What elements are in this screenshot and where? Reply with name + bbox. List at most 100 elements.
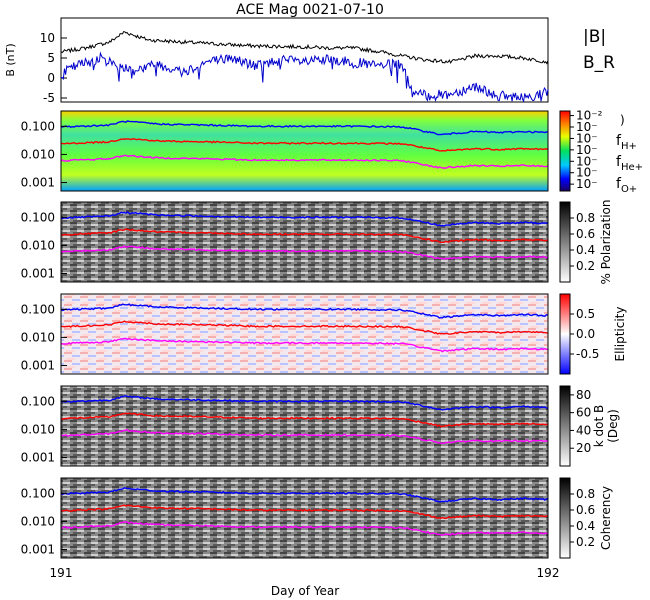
polarization-heatmap: [61, 202, 548, 282]
colorbar-tick-label: 0.6: [576, 503, 595, 517]
mag-y-tick-label: 0: [47, 71, 55, 85]
coherency-y-ticks: 0.100 0.010 0.001: [21, 486, 67, 557]
x-axis-label: Day of Year: [271, 584, 339, 598]
coherency-panel: 0.100 0.010 0.001 0.8 0.6 0.4 0.2 Coherency: [21, 477, 613, 559]
gyro-line-fHe: [60, 138, 548, 152]
freq-y-tick-label: 0.001: [21, 543, 55, 557]
legend-fHe: fHe+: [616, 154, 643, 173]
mag-field-panel: 10 5 0 -5 B (nT) |B| B_R: [4, 17, 615, 105]
colorbar-tick-label: 0.5: [576, 307, 595, 321]
power-heatmap: [61, 111, 548, 191]
kdotb-colorbar: [559, 385, 571, 467]
colorbar-tick-label: 10⁻: [576, 154, 598, 168]
freq-y-tick-label: 0.010: [21, 147, 55, 161]
mag-y-tick-label: -5: [43, 91, 55, 105]
colorbar-tick-label: 10⁻²: [576, 109, 603, 123]
gyro-line-fH: [60, 120, 548, 136]
colorbar-tick-label: 40: [576, 423, 591, 437]
freq-y-tick-label: 0.001: [21, 267, 55, 281]
ellipticity-heatmap: [61, 294, 548, 374]
freq-y-tick-label: 0.100: [21, 486, 55, 500]
kdotb-panel: 0.100 0.010 0.001 80 60 40 20 k dot B (Deg): [21, 385, 620, 467]
gyro-line-fH: [60, 487, 549, 503]
kdotb-lines: [60, 395, 549, 445]
kdotb-y-ticks: 0.100 0.010 0.001: [21, 394, 67, 465]
power-colorbar-label: ): [620, 113, 625, 127]
kdotb-colorbar-label-1: k dot B: [592, 405, 606, 447]
coherency-colorbar: [559, 477, 571, 559]
freq-y-tick-label: 0.001: [21, 451, 55, 465]
ellipticity-colorbar-label: Ellipticity: [613, 307, 627, 362]
freq-y-tick-label: 0.100: [21, 394, 55, 408]
ellipticity-plot-frame: [60, 293, 549, 375]
freq-y-tick-label: 0.100: [21, 210, 55, 224]
freq-y-tick-label: 0.010: [21, 330, 55, 344]
legend-fH: fH+: [616, 133, 637, 152]
coherency-lines: [60, 487, 549, 537]
gyro-line-fH: [60, 395, 549, 411]
legend-BR: B_R: [583, 53, 615, 73]
power-plot-frame: [60, 110, 549, 192]
ellipticity-panel: 0.100 0.010 0.001 0.5 0.0 -0.5 Ellipticity: [21, 293, 627, 375]
colorbar-tick-label: 10⁻: [576, 131, 598, 145]
polarization-plot-frame: [60, 201, 549, 283]
colorbar-tick-label: 10⁻: [576, 143, 598, 157]
freq-y-tick-label: 0.100: [21, 302, 55, 316]
power-gyrofrequency-lines: [60, 120, 549, 169]
freq-y-tick-label: 0.010: [21, 422, 55, 436]
colorbar-tick-label: 60: [576, 406, 591, 420]
kdotb-heatmap: [61, 386, 548, 466]
freq-y-tick-label: 0.001: [21, 359, 55, 373]
mag-lines: [60, 31, 549, 103]
mag-y-label: B (nT): [4, 43, 17, 76]
colorbar-tick-label: 0.4: [576, 243, 595, 257]
colorbar-tick-label: 10⁻: [576, 120, 598, 134]
coherency-heatmap: [61, 478, 548, 558]
power-y-ticks: 0.100 0.010 0.001: [21, 119, 67, 190]
ellipticity-colorbar: [559, 293, 571, 375]
colorbar-tick-label: 10⁻: [576, 177, 598, 191]
polarization-colorbar-ticks: 0.8 0.6 0.4 0.2: [570, 211, 595, 273]
colorbar-tick-label: 0.8: [576, 211, 595, 225]
gyro-line-fHe: [60, 504, 549, 520]
ellipticity-lines: [60, 303, 549, 353]
coherency-colorbar-ticks: 0.8 0.6 0.4 0.2: [570, 487, 595, 549]
gyro-line-fH: [60, 211, 549, 227]
gyro-line-fH: [60, 303, 549, 319]
colorbar-tick-label: 0.8: [576, 487, 595, 501]
gyro-line-fHe: [60, 228, 549, 243]
polarization-colorbar-label: % Polarization: [599, 200, 613, 285]
gyro-line-fHe: [60, 320, 549, 335]
series-BR-line: [60, 51, 549, 103]
gyro-line-fO: [60, 337, 548, 353]
mag-y-ticks: 10 5 0 -5: [40, 31, 67, 105]
colorbar-tick-label: 80: [576, 388, 591, 402]
series-absB-line: [60, 31, 549, 65]
x-tick-191: 191: [50, 566, 73, 580]
freq-y-tick-label: 0.001: [21, 176, 55, 190]
gyro-line-fO: [61, 429, 549, 445]
mag-y-tick-label: 10: [40, 31, 55, 45]
colorbar-tick-label: 20: [576, 441, 591, 455]
power-colorbar: [559, 110, 571, 192]
power-colorbar-ticks: 10⁻²10⁻10⁻10⁻10⁻10⁻10⁻: [570, 109, 603, 191]
colorbar-tick-label: 0.4: [576, 519, 595, 533]
polarization-lines: [60, 211, 549, 261]
freq-y-tick-label: 0.100: [21, 119, 55, 133]
kdotb-plot-frame: [60, 385, 549, 467]
colorbar-tick-label: 10⁻: [576, 166, 598, 180]
mag-y-tick-label: 5: [47, 51, 55, 65]
ellipticity-colorbar-ticks: 0.5 0.0 -0.5: [570, 307, 599, 361]
coherency-plot-frame: [60, 477, 549, 559]
kdotb-colorbar-label-2: (Deg): [606, 409, 620, 443]
coherency-colorbar-label: Coherency: [599, 486, 613, 550]
figure-title: ACE Mag 0021-07-10: [236, 2, 384, 18]
colorbar-tick-label: 0.6: [576, 227, 595, 241]
freq-y-tick-label: 0.010: [21, 238, 55, 252]
ellipticity-y-ticks: 0.100 0.010 0.001: [21, 302, 67, 373]
polarization-y-ticks: 0.100 0.010 0.001: [21, 210, 67, 281]
kdotb-colorbar-ticks: 80 60 40 20: [570, 388, 591, 455]
colorbar-tick-label: 0.2: [576, 535, 595, 549]
